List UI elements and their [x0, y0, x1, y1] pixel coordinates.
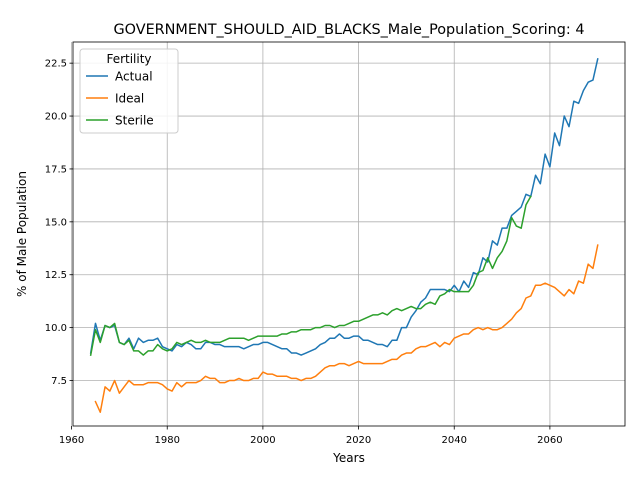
plot-frame — [72, 41, 626, 427]
x-axis-label: Years — [332, 451, 365, 465]
y-tick-label: 17.5 — [45, 164, 67, 175]
y-axis-label: % of Male Population — [15, 171, 29, 297]
series-line-sterile — [89, 195, 532, 356]
y-tick-label: 7.5 — [51, 376, 67, 387]
x-tick-label: 2040 — [442, 435, 467, 446]
x-tick-label: 2020 — [346, 435, 371, 446]
y-tick-label: 20.0 — [45, 112, 67, 123]
legend-title: Fertility — [106, 52, 151, 66]
y-tick-label: 22.5 — [45, 59, 67, 70]
legend-label-sterile: Sterile — [115, 114, 154, 128]
x-tick-label: 2060 — [537, 435, 562, 446]
y-tick-label: 12.5 — [45, 270, 67, 281]
x-tick-label: 2000 — [250, 435, 275, 446]
series-line-ideal — [94, 244, 599, 413]
x-tick-label: 1960 — [59, 435, 84, 446]
y-tick-label: 15.0 — [45, 217, 67, 228]
legend-label-actual: Actual — [115, 70, 153, 84]
series-lines — [89, 58, 599, 413]
legend-label-ideal: Ideal — [115, 92, 144, 106]
y-tick-label: 10.0 — [45, 323, 67, 334]
legend: Fertility Actual Ideal Sterile — [79, 48, 179, 134]
legend-box — [79, 48, 179, 134]
x-tick-label: 1980 — [155, 435, 180, 446]
chart-title: GOVERNMENT_SHOULD_AID_BLACKS_Male_Popula… — [114, 22, 585, 38]
axis-ticks: 1960 1980 2000 2020 2040 2060 7.5 10.0 12.5 15.0 1… — [45, 59, 563, 446]
series-line-actual — [89, 58, 599, 356]
grid — [71, 42, 625, 426]
